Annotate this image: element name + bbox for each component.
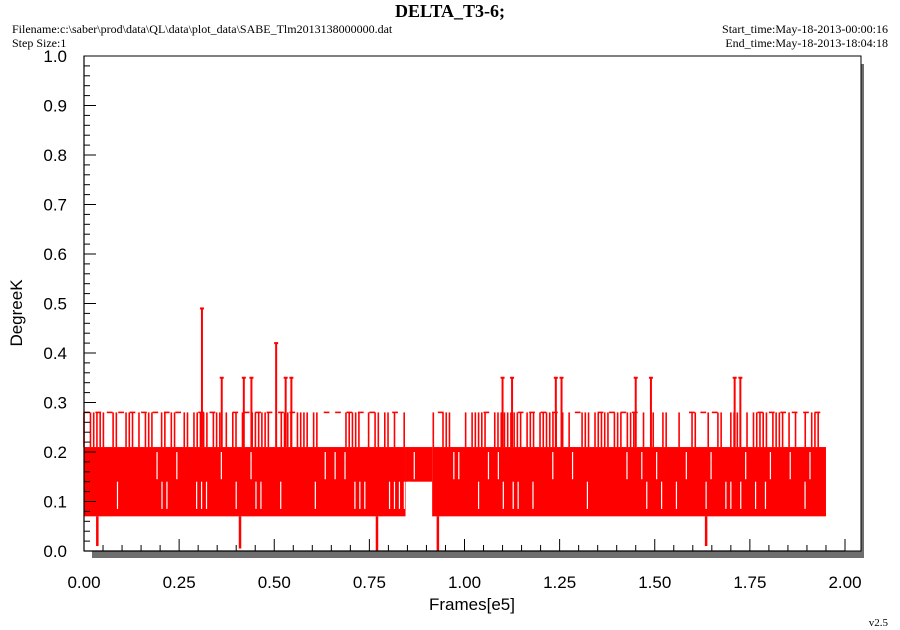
time-info: Start_time:May-18-2013-00:00:16 End_time…	[722, 22, 888, 50]
x-tick-label: 1.50	[638, 573, 671, 592]
series-band-left	[84, 447, 406, 517]
end-time-label: End_time:May-18-2013-18:04:18	[725, 36, 888, 50]
x-tick-label: 0.25	[163, 573, 196, 592]
y-tick-label: 0.5	[43, 295, 67, 314]
y-tick-label: 0.2	[43, 443, 67, 462]
x-tick-label: 2.00	[828, 573, 861, 592]
start-time-label: Start_time:May-18-2013-00:00:16	[722, 22, 888, 36]
x-tick-label: 1.25	[543, 573, 576, 592]
x-tick-label: 0.75	[353, 573, 386, 592]
file-info: Filename:c:\saber\prod\data\QL\data\plot…	[12, 22, 392, 50]
y-tick-label: 0.3	[43, 394, 67, 413]
series-layer	[83, 307, 826, 551]
y-tick-label: 1.0	[43, 47, 67, 66]
axis-layer: 0.00 0.25 0.50 0.75 1.00 1.25 1.50 1.75 2.00 0.0 0…	[43, 47, 861, 592]
x-tick-label: 1.00	[448, 573, 481, 592]
series-band-right	[432, 447, 826, 517]
y-axis-label: DegreeK	[7, 279, 26, 347]
y-tick-label: 0.6	[43, 245, 67, 264]
x-tick-label: 0.50	[258, 573, 291, 592]
y-tick-label: 0.0	[43, 542, 67, 561]
step-size-label: Step Size:1	[12, 36, 67, 50]
x-tick-label: 0.00	[67, 573, 100, 592]
y-tick-label: 0.8	[43, 146, 67, 165]
y-tick-label: 0.9	[43, 97, 67, 116]
x-axis-label: Frames[e5]	[429, 595, 515, 614]
version-label: v2.5	[868, 617, 888, 629]
x-tick-label: 1.75	[733, 573, 766, 592]
filename-label: Filename:c:\saber\prod\data\QL\data\plot…	[12, 22, 393, 36]
chart-title: DELTA_T3-6;	[394, 1, 506, 21]
y-tick-label: 0.7	[43, 196, 67, 215]
series-band-gap	[405, 447, 433, 482]
y-tick-label: 0.1	[43, 493, 67, 512]
y-tick-label: 0.4	[43, 344, 67, 363]
